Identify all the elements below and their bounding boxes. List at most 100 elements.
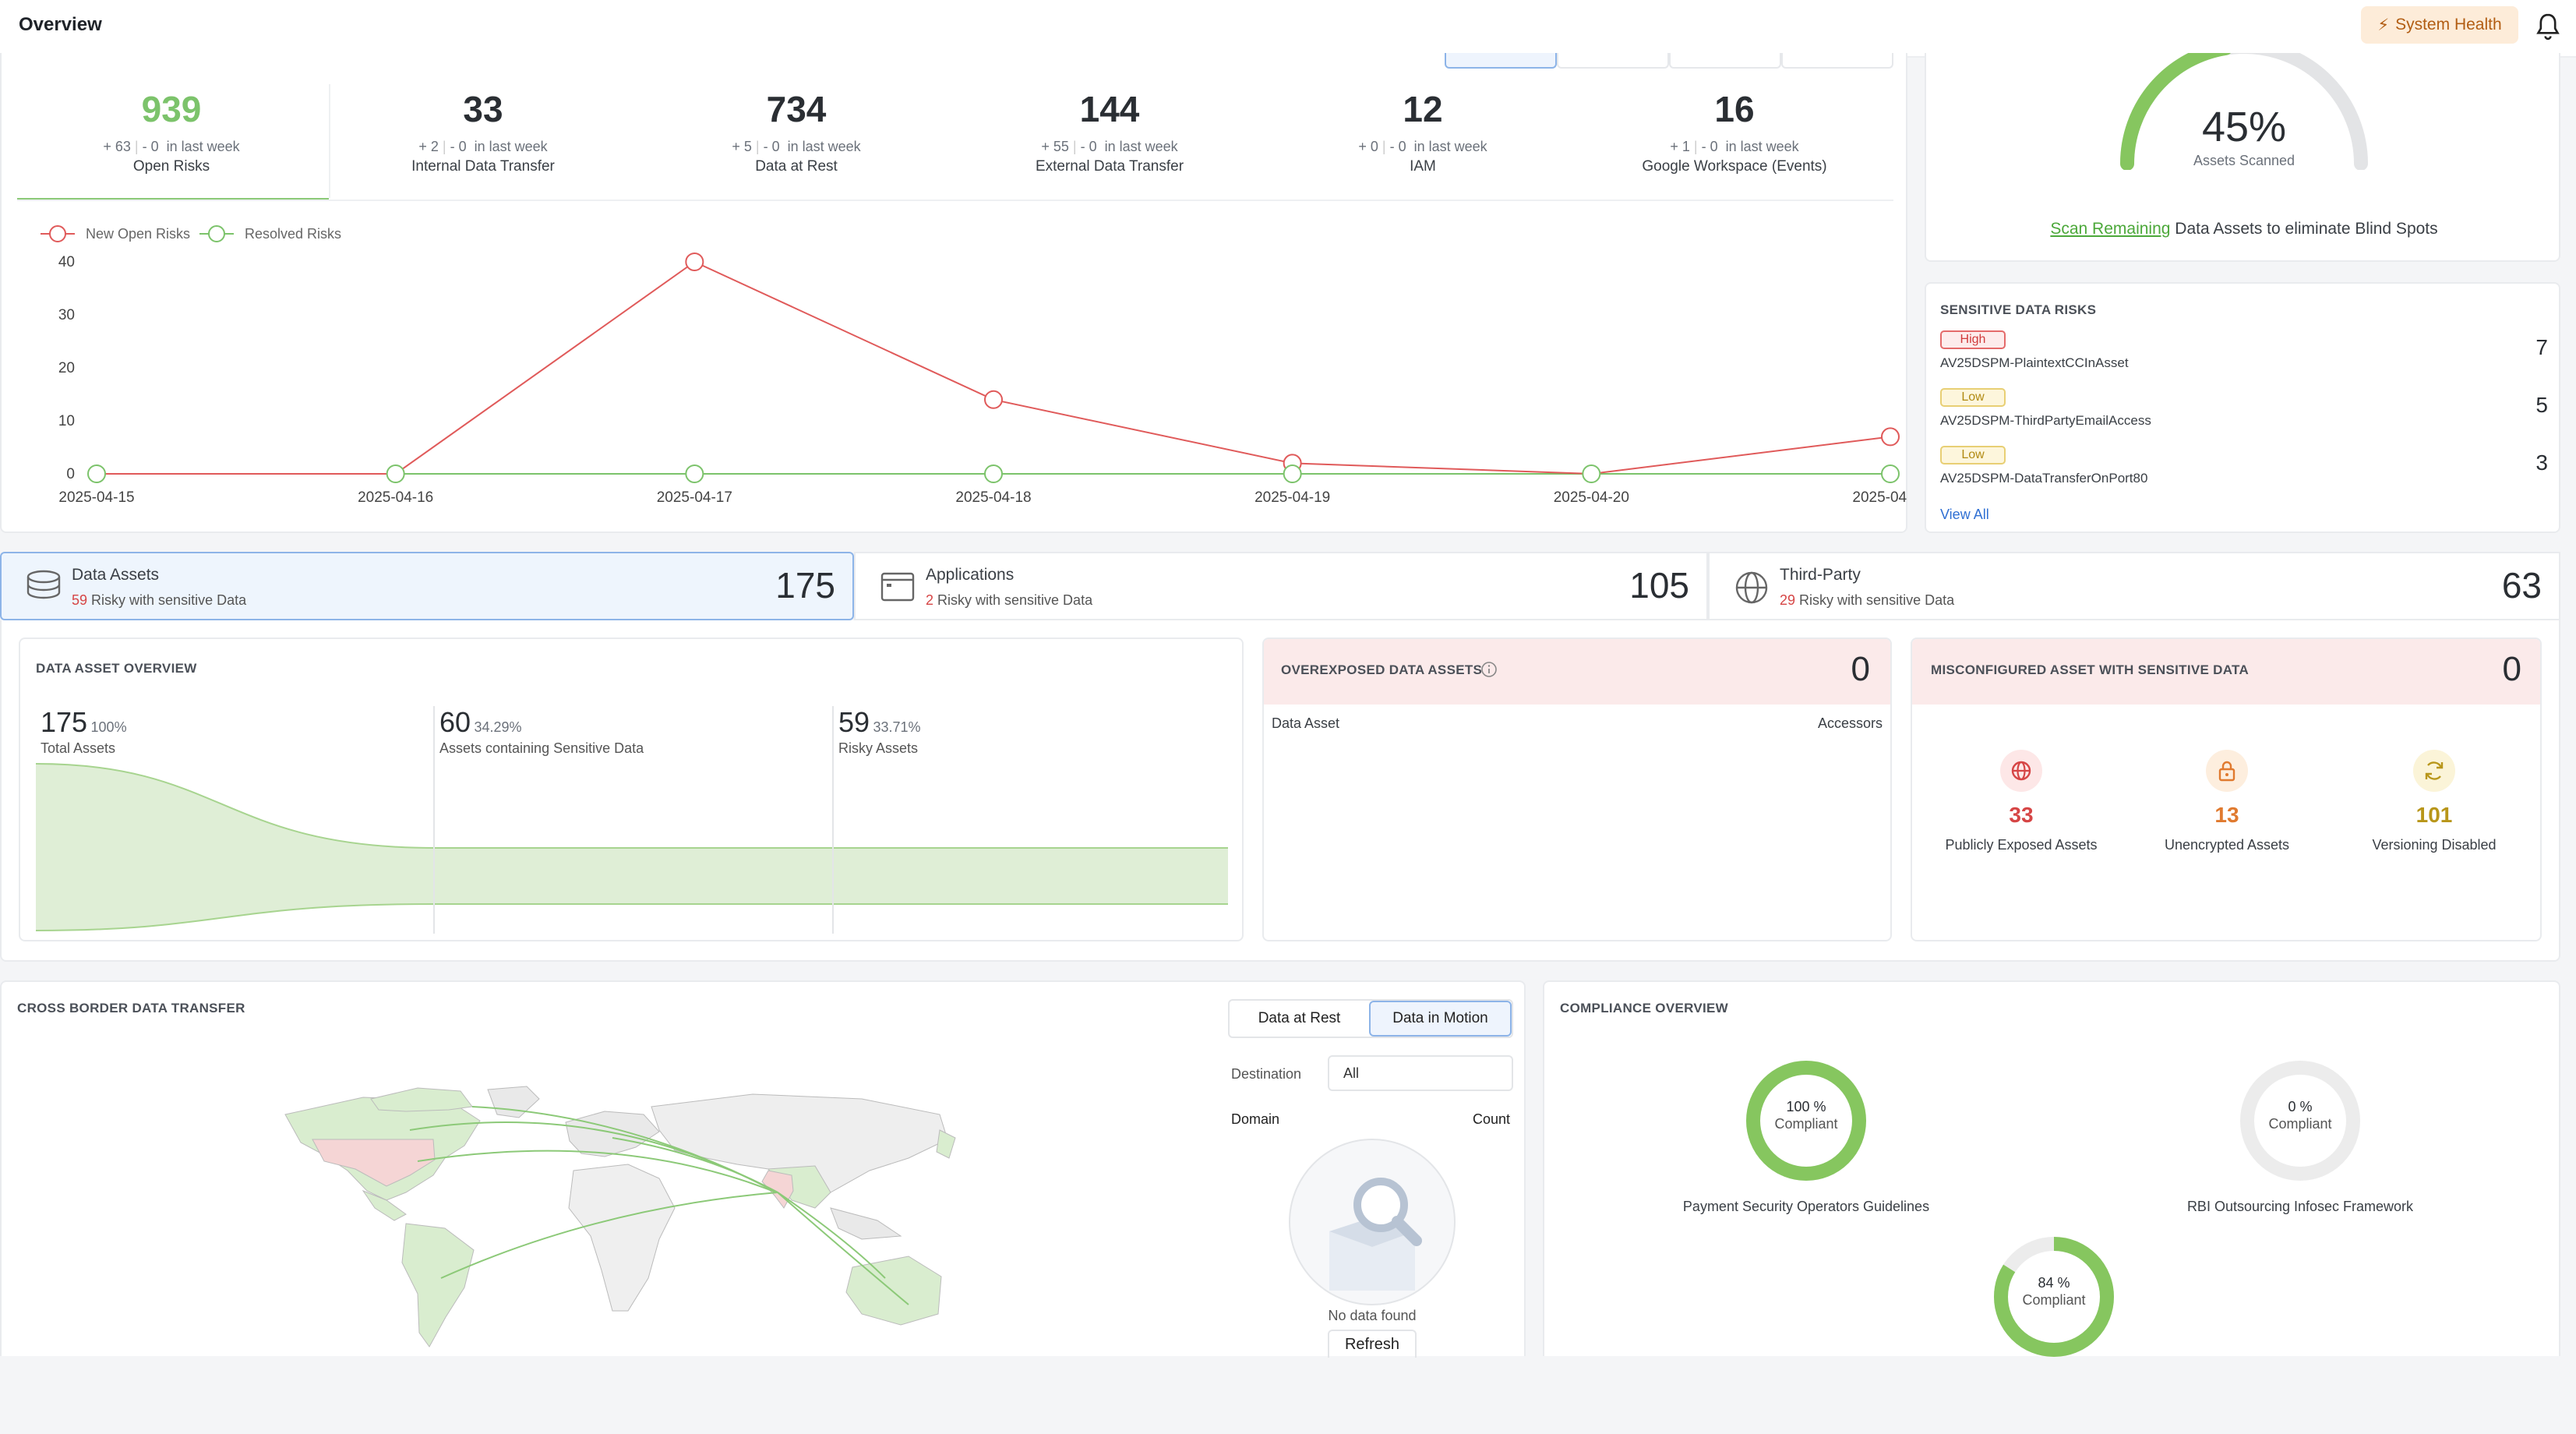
tab-label: Data Assets xyxy=(72,566,160,584)
tab-applications[interactable]: Applications 2 Risky with sensitive Data… xyxy=(854,552,1708,620)
globe-icon xyxy=(2011,761,2031,781)
kpi-period: in last week xyxy=(1104,139,1178,154)
refresh-icon-badge xyxy=(2413,750,2455,792)
kpi-value: 734 xyxy=(766,89,827,129)
kpi-delta: + 1 | - 0 in last week xyxy=(1670,139,1799,154)
misconfig-metric[interactable]: 13 Unencrypted Assets xyxy=(2126,750,2328,853)
compliance-item[interactable]: 100 % Compliant Payment Security Operato… xyxy=(1604,1055,2009,1258)
sensitive-risk-item[interactable]: Low AV25DSPM-DataTransferOnPort80 3 xyxy=(1940,446,2548,493)
globe-icon-badge xyxy=(2000,750,2042,792)
kpi-minus: - 0 xyxy=(1080,139,1097,154)
asset-stage: 60 34.29% Assets containing Sensitive Da… xyxy=(439,706,829,757)
sensitive-risk-item[interactable]: Low AV25DSPM-ThirdPartyEmailAccess 5 xyxy=(1940,388,2548,435)
kpi-open-risks[interactable]: 939 + 63 | - 0 in last week Open Risks xyxy=(16,84,327,175)
tab-count: 105 xyxy=(1629,565,1689,606)
lock-icon-badge xyxy=(2206,750,2248,792)
compliance-item[interactable]: 84 % Compliant xyxy=(1851,1231,2257,1434)
misconfigured-count: 0 xyxy=(2502,650,2521,688)
data-point xyxy=(1582,464,1601,483)
compliance-framework-name: RBI Outsourcing Infosec Framework xyxy=(2186,1199,2414,1214)
world-map xyxy=(284,1086,956,1347)
kpi-value: 144 xyxy=(1079,89,1140,129)
legend-marker xyxy=(208,225,225,242)
risk-name: AV25DSPM-DataTransferOnPort80 xyxy=(1940,471,2148,486)
kpi-external-data-transfer[interactable]: 144 + 55 | - 0 in last week External Dat… xyxy=(954,84,1265,175)
stage-value: 60 xyxy=(439,706,471,738)
kpi-delta: + 0 | - 0 in last week xyxy=(1358,139,1487,154)
col-count: Count xyxy=(1473,1111,1511,1127)
view-all-link[interactable]: View All xyxy=(1940,507,1989,522)
tab-risky-count: 29 xyxy=(1780,592,1796,608)
misconfigured-card: MISCONFIGURED ASSET WITH SENSITIVE DATA … xyxy=(1911,638,2542,941)
metric-label: Publicly Exposed Assets xyxy=(1945,837,2098,853)
y-tick-label: 20 xyxy=(58,360,75,376)
globe-icon xyxy=(1735,571,1768,604)
range-tab[interactable] xyxy=(1445,53,1557,69)
tab-third-party[interactable]: Third-Party 29 Risky with sensitive Data… xyxy=(1708,552,2560,620)
data-in-motion-button[interactable]: Data in Motion xyxy=(1369,1001,1512,1037)
kpi-data-at-rest[interactable]: 734 + 5 | - 0 in last week Data at Rest xyxy=(640,84,952,175)
kpi-internal-data-transfer[interactable]: 33 + 2 | - 0 in last week Internal Data … xyxy=(327,84,639,175)
legend-label: Resolved Risks xyxy=(245,226,341,242)
misconfig-metric[interactable]: 33 Publicly Exposed Assets xyxy=(1920,750,2123,853)
y-tick-label: 40 xyxy=(58,254,75,270)
kpi-period: in last week xyxy=(1725,139,1799,154)
y-tick-label: 10 xyxy=(58,413,75,429)
tab-risky-label: Risky with sensitive Data xyxy=(1795,592,1955,608)
stage-percent: 33.71% xyxy=(873,719,921,735)
lock-icon xyxy=(2218,761,2235,782)
range-tab[interactable] xyxy=(1781,53,1893,69)
severity-badge: Low xyxy=(1940,446,2006,464)
page-title: Overview xyxy=(19,14,102,35)
system-health-button[interactable]: ⚡ System Health xyxy=(2361,6,2518,44)
legend-label: New Open Risks xyxy=(86,226,190,242)
scan-remaining-link[interactable]: Scan Remaining xyxy=(2050,220,2171,238)
data-point xyxy=(685,253,704,271)
empty-state-icon xyxy=(1289,1139,1456,1305)
x-tick-label: 2025-04-20 xyxy=(1554,489,1629,506)
info-icon[interactable] xyxy=(1480,661,1498,678)
tab-data-assets[interactable]: Data Assets 59 Risky with sensitive Data… xyxy=(0,552,854,620)
data-point xyxy=(386,464,405,483)
misconfigured-title: MISCONFIGURED ASSET WITH SENSITIVE DATA xyxy=(1931,662,2250,677)
x-tick-label: 2025-04-19 xyxy=(1254,489,1330,506)
y-tick-label: 30 xyxy=(58,307,75,323)
compliance-donut xyxy=(1746,1061,1866,1181)
misconfig-metric[interactable]: 101 Versioning Disabled xyxy=(2333,750,2535,853)
compliance-compliant-label: Compliant xyxy=(1774,1116,1838,1132)
database-icon xyxy=(26,570,61,599)
kpi-value: 939 xyxy=(141,89,202,129)
overexposed-card: OVEREXPOSED DATA ASSETS 0 Data Asset Acc… xyxy=(1262,638,1892,941)
metric-value: 13 xyxy=(2214,803,2239,827)
destination-select[interactable]: All xyxy=(1328,1055,1513,1091)
kpi-plus: + 0 xyxy=(1358,139,1378,154)
refresh-button[interactable]: Refresh xyxy=(1328,1330,1417,1358)
severity-badge: Low xyxy=(1940,388,2006,407)
data-point xyxy=(984,464,1003,483)
kpi-minus: - 0 xyxy=(1701,139,1718,154)
kpi-period: in last week xyxy=(1413,139,1487,154)
kpi-iam[interactable]: 12 + 0 | - 0 in last week IAM xyxy=(1267,84,1579,175)
risk-name: AV25DSPM-PlaintextCCInAsset xyxy=(1940,355,2129,370)
compliance-percent: 100 % xyxy=(1786,1099,1826,1114)
scan-card: 45% Assets Scanned Scan Remaining Data A… xyxy=(1925,53,2560,262)
compliance-framework-name: Payment Security Operators Guidelines xyxy=(1682,1199,1930,1214)
kpi-plus: + 63 xyxy=(103,139,131,154)
bell-icon[interactable] xyxy=(2532,9,2564,44)
tab-count: 63 xyxy=(2501,565,2542,606)
kpi-label: Google Workspace (Events) xyxy=(1642,158,1827,175)
compliance-item[interactable]: 0 % Compliant RBI Outsourcing Infosec Fr… xyxy=(2098,1055,2503,1258)
kpi-google-workspace-events-[interactable]: 16 + 1 | - 0 in last week Google Workspa… xyxy=(1579,84,1890,175)
range-tab[interactable] xyxy=(1557,53,1669,69)
kpi-value: 12 xyxy=(1403,89,1443,129)
stage-percent: 34.29% xyxy=(474,719,522,735)
risk-name: AV25DSPM-ThirdPartyEmailAccess xyxy=(1940,413,2151,428)
data-at-rest-button[interactable]: Data at Rest xyxy=(1258,1010,1341,1026)
sensitive-risk-item[interactable]: High AV25DSPM-PlaintextCCInAsset 7 xyxy=(1940,330,2548,377)
kpi-delta: + 55 | - 0 in last week xyxy=(1041,139,1178,154)
funnel-divider xyxy=(832,706,834,934)
scan-label: Assets Scanned xyxy=(2193,153,2295,168)
col-accessors: Accessors xyxy=(1817,715,1883,731)
range-tab[interactable] xyxy=(1669,53,1781,69)
lightning-icon: ⚡ xyxy=(2377,16,2390,34)
